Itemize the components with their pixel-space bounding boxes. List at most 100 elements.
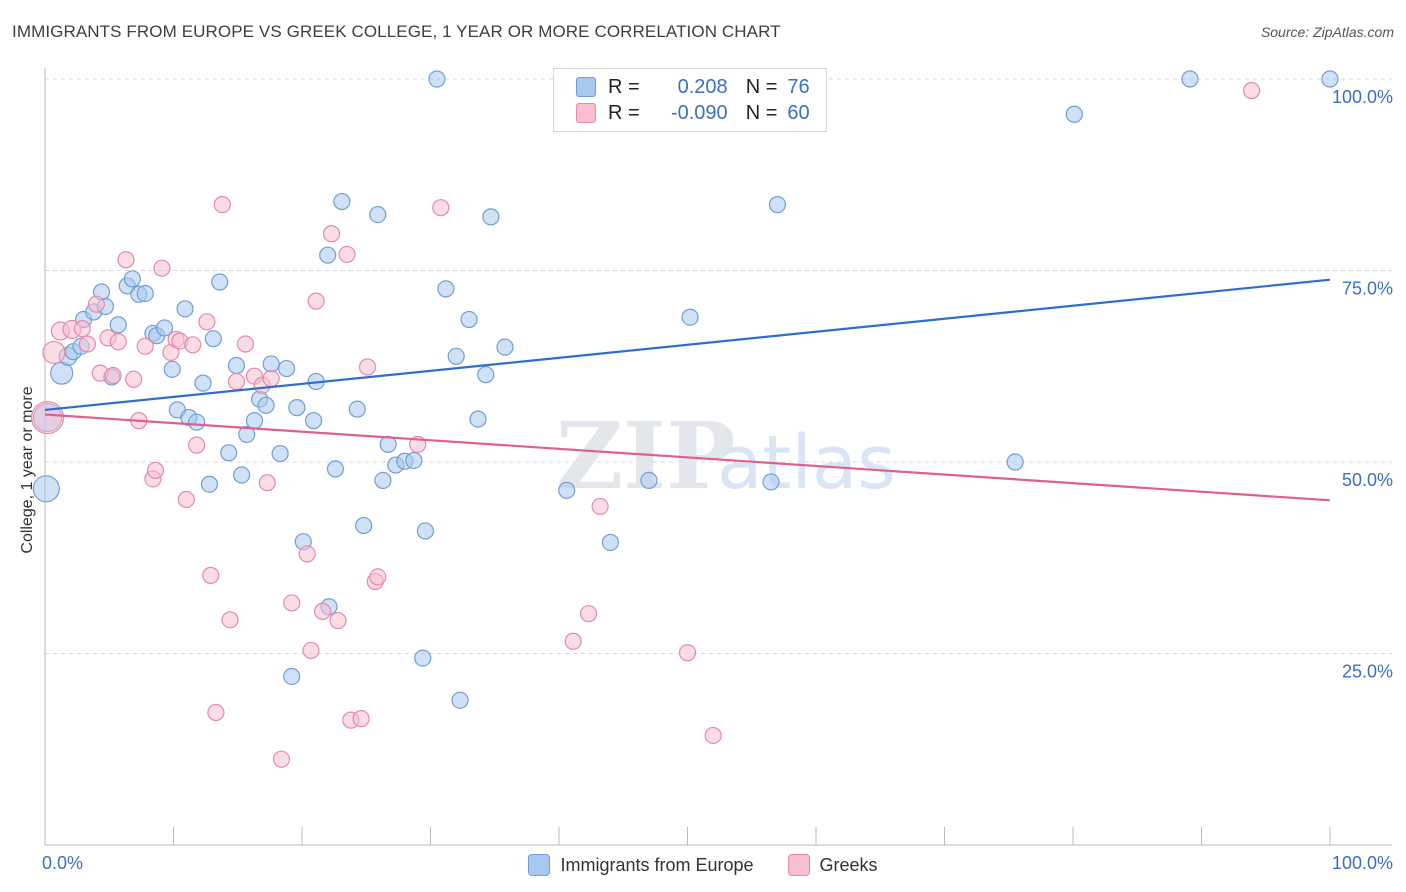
europe-point[interactable] <box>257 396 275 414</box>
europe-point[interactable] <box>601 533 620 552</box>
europe-point[interactable] <box>176 300 194 318</box>
greeks-point[interactable] <box>302 641 320 660</box>
greeks-point[interactable] <box>153 259 171 277</box>
europe-point[interactable] <box>233 466 251 484</box>
europe-point[interactable] <box>558 481 576 499</box>
europe-point[interactable] <box>163 360 181 378</box>
greeks-point[interactable] <box>369 568 387 586</box>
greeks-point[interactable] <box>78 335 97 353</box>
europe-point[interactable] <box>211 273 229 291</box>
greeks-point[interactable] <box>146 461 165 480</box>
greeks-point[interactable] <box>591 497 609 516</box>
europe-point[interactable] <box>271 444 289 463</box>
greeks-point[interactable] <box>213 196 231 214</box>
greeks-point[interactable] <box>322 225 341 243</box>
europe-point[interactable] <box>227 356 246 375</box>
greeks-point[interactable] <box>272 750 291 768</box>
legend-item-greeks[interactable]: Greeks <box>787 854 878 876</box>
europe-point[interactable] <box>405 451 423 470</box>
europe-point[interactable] <box>437 280 455 298</box>
europe-point[interactable] <box>374 471 392 489</box>
europe-point[interactable] <box>762 473 780 491</box>
greeks-point[interactable] <box>704 726 722 745</box>
europe-point[interactable] <box>451 691 469 709</box>
greeks-point[interactable] <box>313 602 332 620</box>
greeks-point[interactable] <box>283 594 301 612</box>
europe-point[interactable] <box>355 516 373 535</box>
greeks-point[interactable] <box>262 369 280 388</box>
europe-point[interactable] <box>32 475 60 503</box>
europe-point[interactable] <box>447 347 465 365</box>
europe-point[interactable] <box>1321 70 1339 88</box>
greeks-point[interactable] <box>87 295 106 313</box>
europe-point[interactable] <box>326 460 345 478</box>
europe-point[interactable] <box>768 196 787 214</box>
europe-point[interactable] <box>1006 453 1024 471</box>
europe-point[interactable] <box>200 475 219 493</box>
europe-point[interactable] <box>262 355 280 373</box>
europe-point[interactable] <box>681 308 699 326</box>
greeks-point[interactable] <box>432 199 450 217</box>
greeks-point[interactable] <box>352 710 370 728</box>
greeks-point[interactable] <box>258 474 276 492</box>
europe-point[interactable] <box>283 667 301 686</box>
europe-point[interactable] <box>640 471 658 489</box>
greeks-point[interactable] <box>198 313 216 331</box>
europe-point[interactable] <box>245 412 264 430</box>
europe-point[interactable] <box>238 425 256 444</box>
europe-point[interactable] <box>416 522 434 540</box>
greeks-point[interactable] <box>307 292 325 310</box>
greeks-point[interactable] <box>236 335 255 353</box>
legend-item-europe[interactable]: Immigrants from Europe <box>528 854 754 876</box>
europe-point[interactable] <box>333 192 351 211</box>
greeks-point[interactable] <box>207 703 225 722</box>
greeks-point[interactable] <box>73 320 91 338</box>
y-tick-label: 75.0% <box>1342 279 1393 299</box>
europe-point[interactable] <box>288 399 306 417</box>
europe-point[interactable] <box>460 310 478 329</box>
greeks-point[interactable] <box>338 245 356 264</box>
europe-point[interactable] <box>319 246 337 264</box>
europe-point[interactable] <box>1065 105 1083 123</box>
europe-point[interactable] <box>348 400 366 418</box>
europe-point[interactable] <box>123 270 141 288</box>
greeks-point[interactable] <box>109 333 127 351</box>
europe-point[interactable] <box>469 410 487 428</box>
greeks-point[interactable] <box>184 336 202 354</box>
greeks-point[interactable] <box>1243 81 1261 100</box>
greeks-point[interactable] <box>227 372 246 391</box>
greeks-point[interactable] <box>298 545 316 563</box>
r-value: -0.090 <box>670 101 728 124</box>
greeks-point[interactable] <box>125 370 143 388</box>
greeks-point[interactable] <box>136 337 154 355</box>
greeks-point[interactable] <box>117 251 135 269</box>
europe-point[interactable] <box>369 205 387 224</box>
europe-point[interactable] <box>482 208 500 226</box>
greeks-point[interactable] <box>104 366 122 385</box>
greeks-point[interactable] <box>358 358 377 376</box>
europe-point[interactable] <box>414 649 432 667</box>
europe-point[interactable] <box>1181 70 1199 88</box>
europe-point[interactable] <box>477 366 495 384</box>
greeks-point[interactable] <box>188 436 206 454</box>
europe-point[interactable] <box>204 330 222 348</box>
europe-point[interactable] <box>277 359 296 378</box>
europe-point[interactable] <box>428 70 446 88</box>
europe-point[interactable] <box>194 374 212 392</box>
europe-point[interactable] <box>109 316 127 334</box>
greeks-point[interactable] <box>202 566 220 584</box>
greeks-point[interactable] <box>329 611 347 630</box>
europe-point[interactable] <box>304 412 323 430</box>
greeks-point[interactable] <box>42 340 66 365</box>
europe-point[interactable] <box>136 284 154 303</box>
greeks-point[interactable] <box>579 605 598 623</box>
europe-point[interactable] <box>155 319 174 337</box>
greeks-point[interactable] <box>177 490 195 509</box>
greeks-point[interactable] <box>30 400 65 435</box>
greeks-point[interactable] <box>678 644 697 662</box>
greeks-point[interactable] <box>221 611 239 629</box>
greeks-point[interactable] <box>564 632 582 650</box>
europe-point[interactable] <box>496 338 514 356</box>
europe-point[interactable] <box>188 413 206 431</box>
europe-point[interactable] <box>220 444 238 462</box>
